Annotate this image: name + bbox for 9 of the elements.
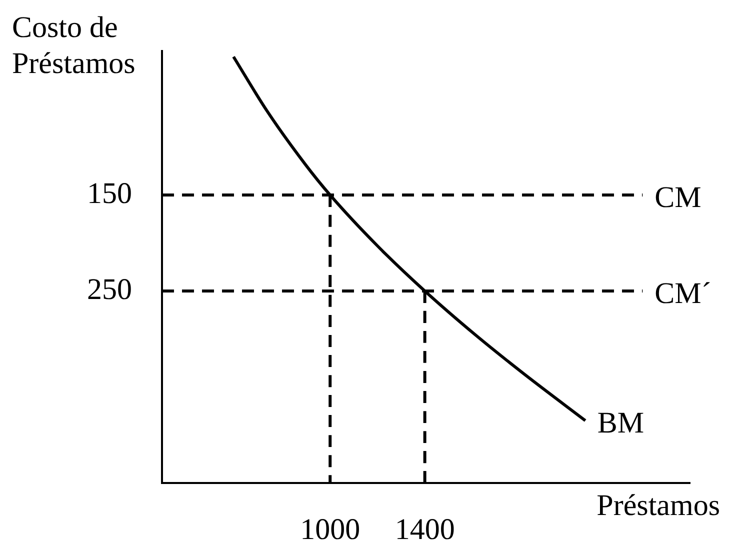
x-axis-title: Préstamos xyxy=(596,489,720,522)
series-label: BM xyxy=(597,406,644,440)
x-tick-label: 1000 xyxy=(300,512,360,546)
x-tick-label: 1400 xyxy=(394,512,455,546)
y-axis-title: Costo de Préstamos xyxy=(12,11,136,80)
series-label: CM´ xyxy=(654,276,712,310)
series-label: CM xyxy=(654,180,702,214)
y-tick-label: 250 xyxy=(87,272,132,306)
y-tick-label: 150 xyxy=(87,176,132,210)
